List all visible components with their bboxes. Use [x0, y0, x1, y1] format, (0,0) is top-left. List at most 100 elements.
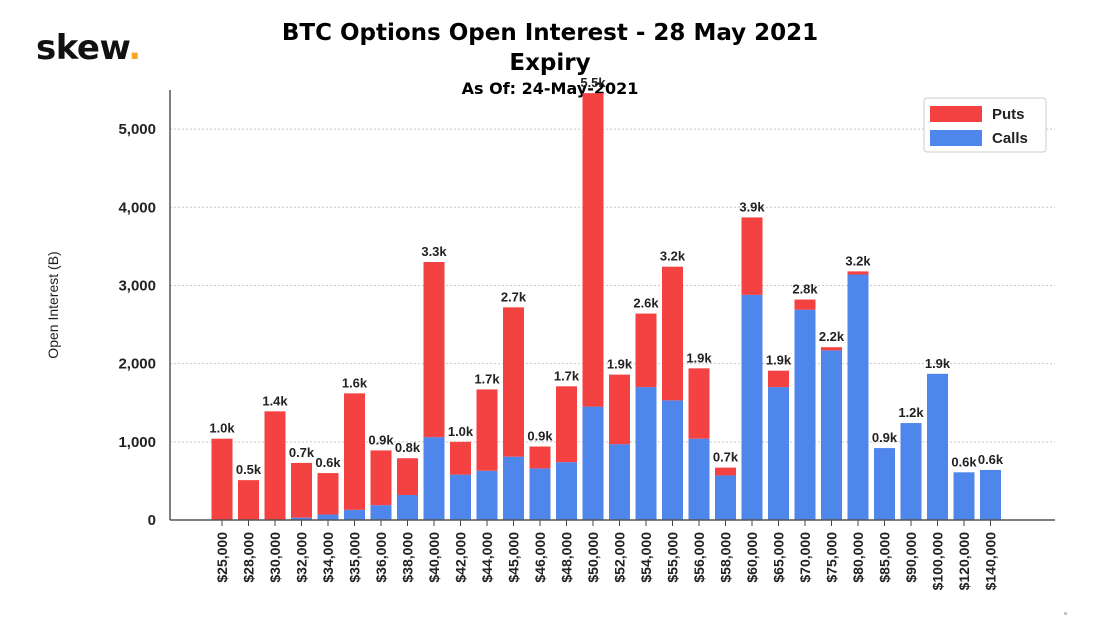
- puts-bar: [264, 411, 286, 520]
- puts-bar: [238, 480, 259, 520]
- puts-bar: [423, 262, 445, 438]
- x-tick-label: $58,000: [718, 532, 734, 583]
- x-tick-label: $56,000: [691, 532, 707, 583]
- bar-total-label: 1.0k: [209, 421, 235, 436]
- bar-total-label: 0.6k: [978, 452, 1004, 467]
- puts-bar: [688, 368, 710, 439]
- puts-bar: [741, 217, 763, 295]
- x-tick-label: $34,000: [320, 532, 336, 583]
- calls-bar: [370, 505, 392, 520]
- puts-bar: [291, 462, 312, 518]
- bar-total-label: 0.6k: [951, 454, 977, 469]
- calls-bar: [503, 456, 524, 520]
- bar-total-label: 3.2k: [660, 249, 686, 264]
- y-tick-label: 3,000: [118, 277, 156, 294]
- x-tick-label: $36,000: [373, 532, 389, 583]
- bar-total-label: 0.9k: [872, 430, 898, 445]
- bar-total-label: 1.0k: [448, 424, 474, 439]
- puts-bar: [211, 438, 233, 520]
- calls-bar: [291, 517, 312, 520]
- calls-bar: [715, 475, 736, 520]
- x-tick-label: $70,000: [797, 532, 813, 583]
- calls-bar: [741, 294, 763, 520]
- calls-bar: [556, 462, 577, 520]
- x-tick-label: $50,000: [585, 532, 601, 583]
- bar-total-label: 5.5k: [580, 75, 606, 90]
- calls-bar: [874, 448, 895, 520]
- x-tick-label: $44,000: [479, 532, 495, 583]
- legend-label: Puts: [992, 106, 1025, 123]
- calls-bar: [821, 350, 842, 520]
- calls-bar: [476, 470, 498, 520]
- y-tick-label: 4,000: [118, 199, 156, 216]
- x-tick-label: $54,000: [638, 532, 654, 583]
- x-tick-label: $40,000: [426, 532, 442, 583]
- x-tick-label: $120,000: [956, 532, 972, 591]
- legend-swatch: [930, 106, 982, 122]
- puts-bar: [556, 386, 577, 463]
- puts-bar: [370, 450, 392, 506]
- bar-total-label: 1.7k: [554, 368, 580, 383]
- bar-total-label: 0.5k: [236, 462, 262, 477]
- x-tick-label: $48,000: [559, 532, 575, 583]
- bar-total-label: 0.7k: [289, 445, 315, 460]
- x-tick-label: $65,000: [771, 532, 787, 583]
- y-tick-label: 2,000: [118, 356, 156, 373]
- x-tick-label: $45,000: [506, 532, 522, 583]
- legend-swatch: [930, 130, 982, 146]
- x-tick-label: $25,000: [214, 532, 230, 583]
- calls-bar: [688, 438, 710, 520]
- puts-bar: [476, 389, 498, 471]
- puts-bar: [715, 467, 736, 476]
- x-tick-label: $46,000: [532, 532, 548, 583]
- calls-bar: [450, 474, 471, 520]
- bar-total-label: 2.2k: [819, 329, 845, 344]
- chart-header: BTC Options Open Interest - 28 May 2021 …: [250, 18, 850, 100]
- puts-bar: [609, 374, 630, 445]
- bar-total-label: 3.9k: [739, 199, 765, 214]
- bar-total-label: 2.8k: [792, 282, 818, 297]
- calls-bar: [397, 494, 418, 520]
- bar-total-label: 0.9k: [368, 432, 394, 447]
- calls-bar: [344, 509, 365, 520]
- bar-total-label: 1.9k: [686, 350, 712, 365]
- x-tick-label: $90,000: [903, 532, 919, 583]
- calls-bar: [768, 387, 789, 520]
- chart-title: BTC Options Open Interest - 28 May 2021 …: [281, 20, 819, 76]
- x-tick-label: $75,000: [824, 532, 840, 583]
- bar-total-label: 3.2k: [845, 253, 871, 268]
- bar-total-label: 1.9k: [607, 357, 633, 372]
- x-tick-label: $52,000: [612, 532, 628, 583]
- x-tick-label: $38,000: [400, 532, 416, 583]
- bar-total-label: 1.9k: [925, 356, 951, 371]
- calls-bar: [953, 472, 975, 520]
- calls-bar: [847, 274, 869, 520]
- puts-bar: [450, 441, 471, 475]
- y-tick-label: 0: [148, 512, 156, 529]
- bar-total-label: 0.7k: [713, 450, 739, 465]
- x-tick-label: $100,000: [930, 532, 946, 591]
- x-tick-label: $140,000: [983, 532, 999, 591]
- logo-dot: .: [128, 28, 141, 68]
- bar-total-label: 2.6k: [633, 296, 659, 311]
- calls-bar: [582, 406, 604, 520]
- bar-total-label: 1.4k: [262, 393, 288, 408]
- bar-total-label: 1.9k: [766, 353, 792, 368]
- puts-bar: [397, 458, 418, 495]
- bar-total-label: 1.7k: [474, 371, 500, 386]
- x-tick-label: $55,000: [665, 532, 681, 583]
- bar-total-label: 0.6k: [315, 455, 341, 470]
- x-tick-label: $35,000: [347, 532, 363, 583]
- bar-total-label: 0.8k: [395, 440, 421, 455]
- puts-bar: [662, 266, 683, 401]
- x-tick-label: $32,000: [294, 532, 310, 583]
- puts-bar: [317, 473, 339, 515]
- calls-bar: [927, 373, 948, 520]
- y-axis-label: Open Interest (B): [45, 251, 61, 358]
- calls-bar: [609, 444, 630, 520]
- puts-bar: [582, 93, 604, 407]
- corner-dot: [1064, 612, 1067, 615]
- puts-bar: [503, 307, 524, 457]
- x-tick-label: $80,000: [850, 532, 866, 583]
